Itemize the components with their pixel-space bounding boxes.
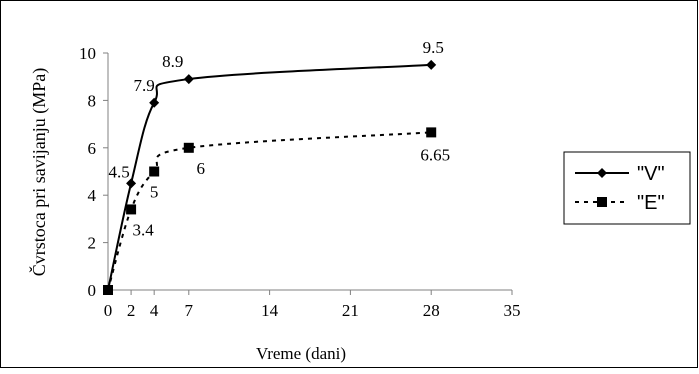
data-label: 7.9 [134, 76, 155, 95]
legend-label-E: "E" [637, 192, 665, 214]
x-tick-label: 28 [423, 301, 440, 320]
x-tick-label: 14 [261, 301, 279, 320]
point-marker-diamond [183, 74, 194, 85]
point-marker-diamond [126, 178, 137, 189]
data-label: 6.65 [420, 145, 450, 164]
data-labels: 4.5 7.9 8.9 9.5 3.4 5 6 6.65 [108, 38, 450, 240]
x-axis-label: Vreme (dani) [256, 344, 346, 363]
data-label: 6 [197, 159, 206, 178]
y-tick-label: 8 [88, 91, 97, 110]
series-line-0 [107, 63, 432, 291]
legend: "V" "E" [563, 151, 691, 225]
data-label: 5 [150, 183, 159, 202]
point-marker-diamond [426, 59, 437, 70]
point-marker-square [149, 166, 160, 177]
x-tick-label: 7 [185, 301, 194, 320]
x-tick-label: 2 [127, 301, 136, 320]
data-label: 3.4 [132, 220, 154, 239]
point-marker-square [183, 142, 194, 153]
point-marker-square [103, 285, 113, 295]
data-label: 9.5 [423, 38, 444, 57]
data-label: 4.5 [108, 162, 129, 181]
x-tick-label: 21 [342, 301, 359, 320]
series-lines [107, 63, 432, 291]
y-tick-label: 2 [88, 234, 97, 253]
y-tick-label: 0 [88, 281, 97, 300]
y-tick-label: 10 [79, 44, 96, 63]
y-axis-label: Čvrstoca pri savijanju (MPa) [28, 68, 50, 276]
x-tick-label: 35 [504, 301, 521, 320]
point-marker-diamond [149, 97, 160, 108]
point-marker-square [426, 127, 437, 138]
y-tick-label: 4 [88, 186, 97, 205]
legend-label-V: "V" [637, 163, 665, 185]
y-tick-label: 6 [88, 139, 97, 158]
data-label: 8.9 [162, 52, 183, 71]
legend-marker-E [597, 197, 607, 207]
series-line-1 [107, 131, 432, 291]
x-tick-label: 4 [150, 301, 159, 320]
series-markers [103, 59, 437, 295]
point-marker-square [126, 204, 137, 215]
legend-marker-V [597, 168, 607, 178]
legend-box [563, 151, 691, 225]
x-tick-label: 0 [104, 301, 113, 320]
